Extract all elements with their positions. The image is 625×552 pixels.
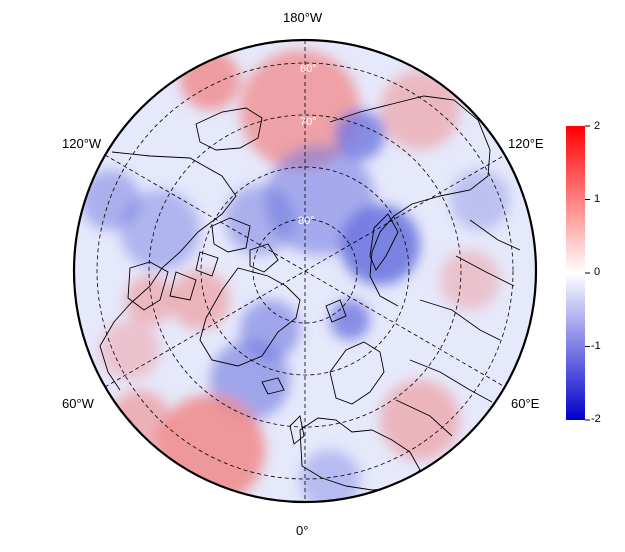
britain-coast (289, 415, 305, 445)
anomaly-patch (100, 320, 160, 380)
latitude-circle-60 (148, 114, 462, 428)
asia-borders (395, 219, 521, 437)
scandinavia-coast (329, 341, 385, 405)
svalbard-coast (325, 299, 347, 323)
anomaly-patch (240, 50, 360, 170)
latitude-circle-70 (200, 166, 410, 376)
latitude-circle-50 (96, 62, 514, 480)
anomaly-patch (330, 300, 370, 340)
graticule (96, 40, 514, 502)
colorbar-tick-label-2: 2 (594, 120, 601, 132)
anomaly-patch (180, 50, 240, 110)
europe-coast (299, 417, 421, 491)
hudson-bay-coast (127, 261, 169, 311)
colorbar-tick-label-0: 0 (594, 266, 601, 278)
anomaly-patch (340, 205, 420, 285)
novaya-zemlya-coast (369, 213, 399, 271)
colorbar-tick-label-1: 1 (594, 193, 601, 205)
lon-label-0: 0° (296, 523, 309, 538)
alaska-coast (195, 107, 263, 151)
anomaly-patch (450, 170, 510, 230)
anomaly-patch (125, 275, 175, 325)
latitude-labels: 80° 70° 60° (298, 63, 317, 227)
colorbar (566, 125, 590, 421)
lon-label-120e: 120°E (508, 136, 544, 151)
colorbar-tick-label-neg1: -1 (591, 340, 601, 352)
latitude-circle-80 (252, 218, 358, 324)
meridian-120w-60e (104, 154, 506, 388)
anomaly-patch (170, 270, 230, 330)
lon-label-60e: 60°E (511, 396, 540, 411)
greenland-coast (199, 267, 301, 367)
canadian-islands-coast (169, 217, 279, 301)
lon-label-120w: 120°W (62, 136, 102, 151)
lat-label-60: 60° (300, 63, 317, 75)
anomaly-patch (380, 70, 460, 150)
anomaly-patch (225, 185, 295, 255)
colorbar-gradient (566, 126, 585, 420)
iceland-coast (261, 377, 285, 395)
anomaly-patch (335, 110, 385, 160)
north-america-coast (99, 151, 237, 391)
map-border (72, 38, 538, 504)
lat-label-80: 80° (298, 215, 315, 227)
coastlines (99, 95, 521, 491)
anomaly-patch (380, 380, 460, 460)
colorbar-tick-label-neg2: -2 (591, 413, 601, 425)
lon-label-60w: 60°W (62, 396, 94, 411)
lon-label-180w: 180°W (283, 10, 323, 25)
anomaly-patch (120, 190, 200, 270)
anomaly-patch (155, 395, 265, 502)
lat-label-70: 70° (300, 116, 317, 128)
anomaly-patch (440, 250, 500, 310)
anomaly-patch (300, 450, 360, 502)
anomaly-patch (110, 390, 170, 450)
